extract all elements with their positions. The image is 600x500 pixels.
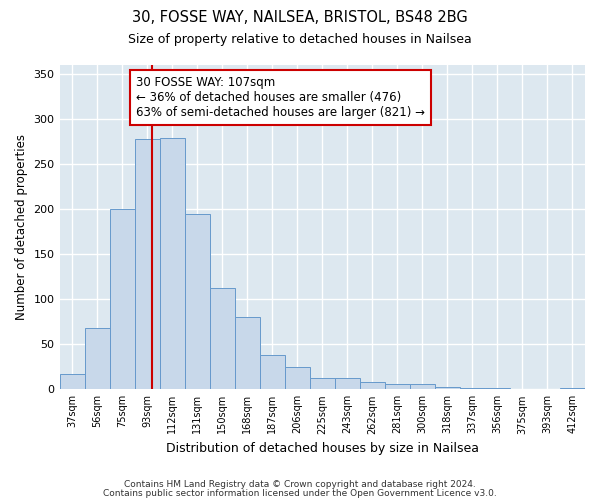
Bar	[335, 378, 360, 390]
Bar	[85, 328, 110, 390]
Bar	[360, 382, 385, 390]
Bar	[560, 388, 585, 390]
Bar	[260, 355, 285, 390]
Bar	[310, 378, 335, 390]
Text: Size of property relative to detached houses in Nailsea: Size of property relative to detached ho…	[128, 32, 472, 46]
Bar	[385, 384, 410, 390]
Bar	[485, 388, 510, 390]
Text: 30 FOSSE WAY: 107sqm
← 36% of detached houses are smaller (476)
63% of semi-deta: 30 FOSSE WAY: 107sqm ← 36% of detached h…	[136, 76, 425, 119]
Bar	[160, 138, 185, 390]
Bar	[410, 384, 435, 390]
Bar	[134, 139, 160, 390]
Text: Contains HM Land Registry data © Crown copyright and database right 2024.: Contains HM Land Registry data © Crown c…	[124, 480, 476, 489]
Text: 30, FOSSE WAY, NAILSEA, BRISTOL, BS48 2BG: 30, FOSSE WAY, NAILSEA, BRISTOL, BS48 2B…	[132, 10, 468, 25]
Y-axis label: Number of detached properties: Number of detached properties	[15, 134, 28, 320]
X-axis label: Distribution of detached houses by size in Nailsea: Distribution of detached houses by size …	[166, 442, 479, 455]
Bar	[460, 388, 485, 390]
Bar	[235, 317, 260, 390]
Text: Contains public sector information licensed under the Open Government Licence v3: Contains public sector information licen…	[103, 488, 497, 498]
Bar	[285, 367, 310, 390]
Bar	[59, 374, 85, 390]
Bar	[110, 209, 134, 390]
Bar	[209, 288, 235, 390]
Bar	[185, 214, 209, 390]
Bar	[435, 386, 460, 390]
